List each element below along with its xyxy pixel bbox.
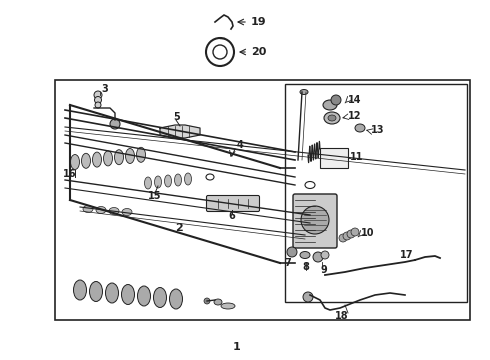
Ellipse shape	[81, 153, 91, 168]
Ellipse shape	[90, 282, 102, 302]
Ellipse shape	[328, 115, 336, 121]
Ellipse shape	[221, 303, 235, 309]
Ellipse shape	[185, 173, 192, 185]
Circle shape	[94, 91, 102, 99]
Text: 18: 18	[335, 311, 348, 321]
Text: 11: 11	[350, 152, 364, 162]
Circle shape	[351, 228, 359, 236]
Circle shape	[331, 95, 341, 105]
Ellipse shape	[355, 124, 365, 132]
Text: 4: 4	[237, 140, 244, 150]
Text: 7: 7	[284, 258, 291, 268]
Text: 13: 13	[371, 125, 385, 135]
Ellipse shape	[103, 151, 113, 166]
Ellipse shape	[109, 207, 119, 215]
Circle shape	[339, 234, 347, 242]
Text: 1: 1	[233, 342, 241, 352]
Ellipse shape	[122, 284, 134, 305]
Circle shape	[204, 298, 210, 304]
Circle shape	[321, 251, 329, 259]
Ellipse shape	[138, 286, 150, 306]
Circle shape	[343, 232, 351, 240]
Circle shape	[301, 206, 329, 234]
Ellipse shape	[145, 177, 151, 189]
Text: 5: 5	[173, 112, 180, 122]
Text: 10: 10	[361, 228, 374, 238]
Ellipse shape	[154, 176, 162, 188]
Text: 14: 14	[348, 95, 362, 105]
Ellipse shape	[214, 299, 222, 305]
Circle shape	[95, 102, 101, 108]
Ellipse shape	[300, 252, 310, 258]
Ellipse shape	[71, 154, 79, 170]
Ellipse shape	[115, 150, 123, 165]
Ellipse shape	[105, 283, 119, 303]
FancyBboxPatch shape	[293, 194, 337, 248]
Ellipse shape	[170, 289, 182, 309]
Text: 12: 12	[348, 111, 362, 121]
Ellipse shape	[125, 149, 134, 163]
Ellipse shape	[174, 174, 181, 186]
Circle shape	[110, 119, 120, 129]
Ellipse shape	[165, 175, 172, 187]
Ellipse shape	[137, 147, 146, 162]
Text: 20: 20	[251, 47, 267, 57]
FancyBboxPatch shape	[206, 195, 260, 212]
Circle shape	[347, 230, 355, 238]
Ellipse shape	[83, 206, 93, 212]
Circle shape	[313, 252, 323, 262]
Ellipse shape	[93, 152, 101, 167]
Ellipse shape	[74, 280, 87, 300]
Text: 8: 8	[302, 262, 309, 272]
Bar	[285, 84, 467, 302]
Polygon shape	[160, 125, 200, 138]
Text: 6: 6	[228, 211, 235, 221]
Text: 3: 3	[101, 84, 108, 94]
Text: 2: 2	[175, 223, 183, 233]
Text: 15: 15	[148, 191, 162, 201]
Circle shape	[303, 292, 313, 302]
Text: 9: 9	[320, 265, 327, 275]
Circle shape	[95, 96, 101, 104]
Bar	[55, 80, 470, 320]
Ellipse shape	[323, 100, 337, 110]
Ellipse shape	[153, 288, 167, 307]
Text: 19: 19	[251, 17, 267, 27]
Text: 17: 17	[400, 250, 414, 260]
Ellipse shape	[122, 208, 132, 216]
Bar	[320, 148, 348, 168]
Ellipse shape	[96, 207, 106, 213]
Ellipse shape	[324, 112, 340, 124]
Circle shape	[287, 247, 297, 257]
Ellipse shape	[300, 90, 308, 95]
Text: 16: 16	[63, 169, 76, 179]
